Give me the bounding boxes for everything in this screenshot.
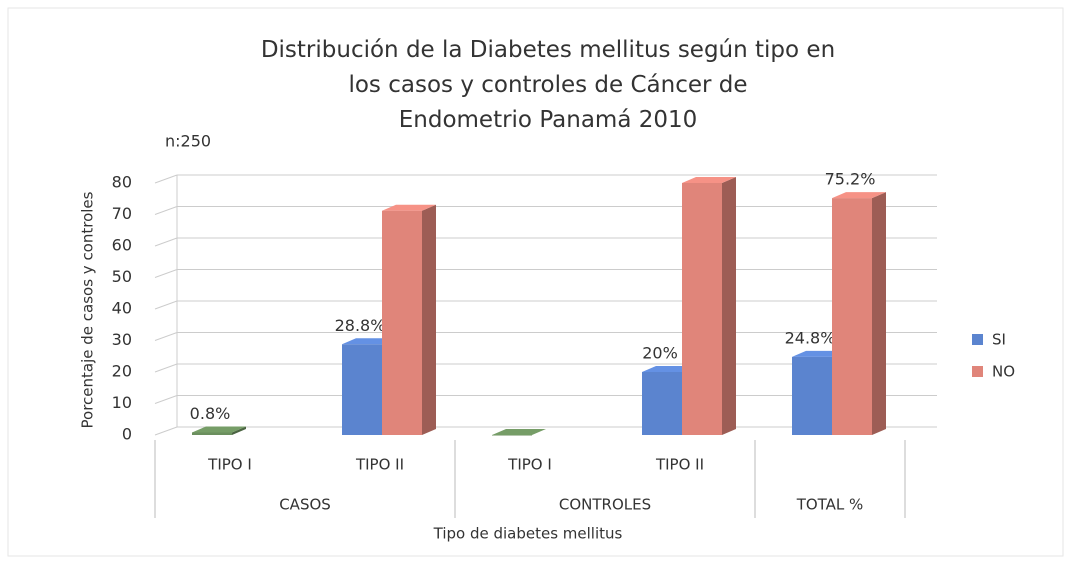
chart-frame (7, 7, 1064, 557)
grid-line (154, 332, 178, 341)
grid-line (154, 395, 178, 404)
bar-top (492, 429, 546, 435)
y-axis-label: Porcentaje de casos y controles (79, 191, 97, 428)
legend-label: NO (992, 363, 1015, 381)
y-tick-label: 0 (122, 425, 132, 444)
bar (642, 372, 682, 435)
y-tick-label: 40 (112, 299, 132, 318)
group-label: TOTAL % (796, 496, 864, 514)
data-label: 75.2% (825, 170, 876, 189)
chart-title: Distribución de la Diabetes mellitus seg… (261, 37, 835, 133)
y-tick-label: 30 (112, 330, 132, 349)
bar (682, 183, 722, 435)
y-tick-label: 50 (112, 267, 132, 286)
bar-side (422, 204, 436, 435)
data-label: 24.8% (785, 328, 836, 347)
grid-line (154, 300, 178, 310)
bar-side (872, 192, 886, 435)
bar-top (682, 177, 736, 183)
y-tick-label: 20 (112, 362, 132, 381)
bar (832, 198, 872, 435)
legend-swatch (972, 334, 983, 345)
annotation: n:250 (165, 132, 211, 151)
legend-swatch (972, 366, 983, 377)
grid-line (154, 237, 178, 247)
data-label: 0.8% (190, 404, 231, 423)
group-label: CONTROLES (559, 496, 651, 514)
grid-line (154, 363, 178, 373)
y-tick-label: 70 (112, 204, 132, 223)
bar-top (192, 426, 246, 433)
bar-side (232, 426, 246, 435)
bar (492, 435, 532, 436)
bar-side (722, 177, 736, 435)
y-tick-label: 80 (112, 173, 132, 192)
bar (342, 344, 382, 435)
grid-line (154, 206, 178, 215)
data-label: 28.8% (335, 316, 386, 335)
y-tick-label: 10 (112, 393, 132, 412)
x-axis-label: Tipo de diabetes mellitus (433, 525, 623, 543)
grid-line (154, 174, 178, 184)
bar (382, 210, 422, 435)
bar (792, 356, 832, 435)
bar-top (382, 204, 436, 211)
bar-top (832, 192, 886, 199)
y-tick-label: 60 (112, 236, 132, 255)
group-label: CASOS (279, 496, 331, 514)
x-tick-label: TIPO II (355, 456, 404, 474)
grid-line (154, 426, 178, 436)
x-tick-label: TIPO I (207, 456, 252, 474)
legend-label: SI (992, 331, 1006, 349)
data-label: 20% (642, 344, 678, 363)
grid-line (154, 269, 178, 278)
x-tick-label: TIPO II (655, 456, 704, 474)
x-tick-label: TIPO I (507, 456, 552, 474)
bar (192, 432, 232, 435)
